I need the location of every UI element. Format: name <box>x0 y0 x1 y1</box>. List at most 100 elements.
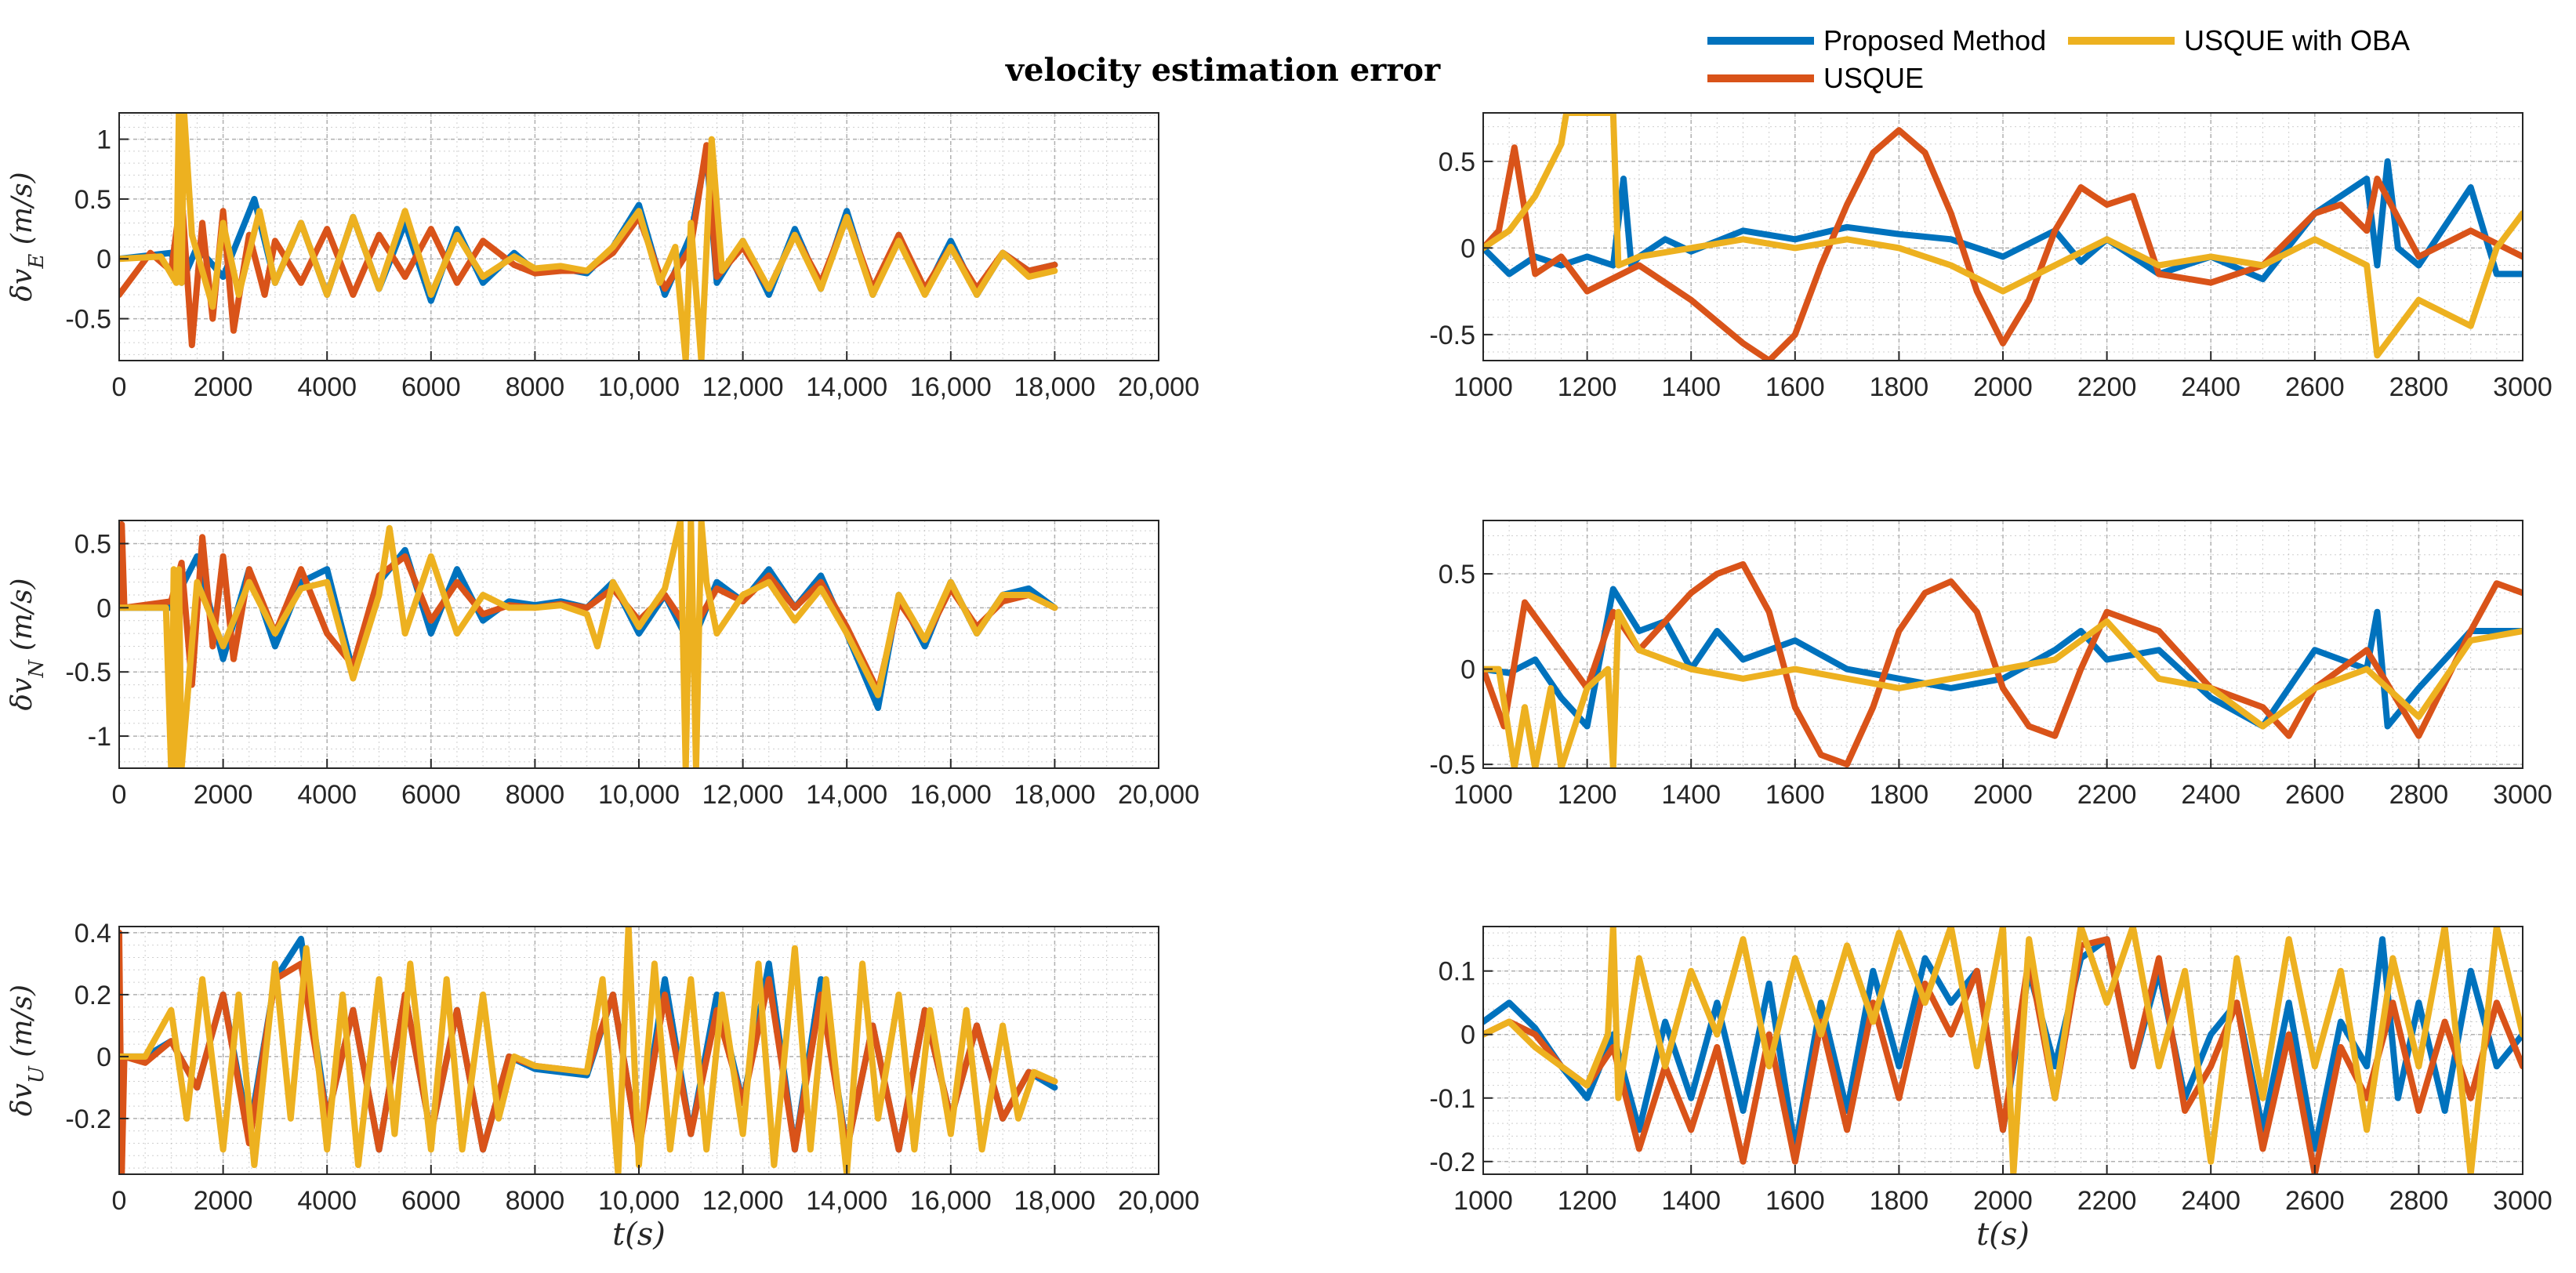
x-tick-label: 0 <box>112 372 127 402</box>
x-tick-label: 6000 <box>401 372 461 402</box>
x-tick-label: 14,000 <box>806 372 887 402</box>
y-tick-label: 0.2 <box>74 981 111 1010</box>
x-tick-label: 10,000 <box>598 780 680 810</box>
x-tick-label: 18,000 <box>1014 372 1095 402</box>
y-tick-label: 0 <box>1460 1021 1475 1050</box>
x-tick-label: 20,000 <box>1118 1186 1199 1216</box>
y-tick-label: 0 <box>1460 655 1475 685</box>
x-tick-label: 2000 <box>194 780 253 810</box>
chart-ve_zoom: 1000 1200 1400 1600 1800 2000 2200 2400 2600 2800… <box>1429 112 2552 402</box>
x-tick-label: 6000 <box>401 780 461 810</box>
x-tick-label: 8000 <box>506 372 565 402</box>
x-tick-label: 2000 <box>194 372 253 402</box>
x-tick-label: 8000 <box>506 780 565 810</box>
series-usque <box>1483 127 2523 361</box>
x-tick-label: 2600 <box>2285 1186 2345 1216</box>
y-tick-label: 0.1 <box>1439 957 1475 987</box>
x-axis-label: t(s) <box>612 1217 666 1253</box>
y-tick-label: -0.5 <box>65 305 111 335</box>
chart-vn_full: 0 2000 4000 6000 8000 10,000 12,000 14,000 16,00… <box>6 520 1199 810</box>
x-tick-label: 2800 <box>2389 372 2449 402</box>
y-tick-label: 0.4 <box>74 919 111 948</box>
x-tick-label: 2800 <box>2389 1186 2449 1216</box>
x-tick-label: 18,000 <box>1014 780 1095 810</box>
x-tick-label: 1200 <box>1558 1186 1617 1216</box>
x-tick-label: 2200 <box>2077 1186 2137 1216</box>
y-tick-label: -0.2 <box>1429 1148 1475 1177</box>
y-tick-label: -0.5 <box>1429 321 1475 350</box>
y-axis-label: δvU (m/s) <box>6 985 49 1116</box>
x-tick-label: 10,000 <box>598 372 680 402</box>
x-tick-label: 10,000 <box>598 1186 680 1216</box>
legend: Proposed Method USQUE with OBA USQUE <box>1707 24 2410 94</box>
y-tick-label: 0 <box>96 1043 111 1072</box>
x-tick-label: 8000 <box>506 1186 565 1216</box>
series-oba <box>1483 927 2523 1174</box>
x-tick-label: 2400 <box>2181 1186 2240 1216</box>
x-axis-label: t(s) <box>1976 1217 2030 1253</box>
x-tick-label: 20,000 <box>1118 780 1199 810</box>
x-tick-label: 2600 <box>2285 780 2345 810</box>
y-tick-label: 0.5 <box>1439 147 1475 177</box>
x-tick-label: 2400 <box>2181 372 2240 402</box>
x-tick-label: 12,000 <box>702 1186 784 1216</box>
x-tick-label: 2400 <box>2181 780 2240 810</box>
y-axis-label: δvE (m/s) <box>6 172 49 301</box>
legend-item-proposed: Proposed Method <box>1707 24 2046 56</box>
figure-title: velocity estimation error <box>1005 52 1441 89</box>
series-usque <box>1483 936 2523 1174</box>
x-tick-label: 20,000 <box>1118 372 1199 402</box>
x-tick-label: 12,000 <box>702 372 784 402</box>
x-tick-label: 3000 <box>2493 780 2552 810</box>
legend-item-oba: USQUE with OBA <box>2068 24 2410 56</box>
y-axis-label: δvN (m/s) <box>6 578 49 710</box>
y-tick-label: 0.5 <box>1439 560 1475 589</box>
x-tick-label: 4000 <box>297 372 357 402</box>
y-tick-label: -0.5 <box>65 658 111 687</box>
x-tick-label: 1600 <box>1765 372 1825 402</box>
y-tick-label: 0.5 <box>74 185 111 215</box>
x-tick-label: 1200 <box>1558 780 1617 810</box>
x-tick-label: 16,000 <box>910 1186 992 1216</box>
x-tick-label: 1000 <box>1453 372 1513 402</box>
legend-label: Proposed Method <box>1823 24 2046 56</box>
x-tick-label: 1000 <box>1453 1186 1513 1216</box>
y-tick-label: 0 <box>96 245 111 274</box>
x-tick-label: 1400 <box>1661 1186 1721 1216</box>
x-tick-label: 6000 <box>401 1186 461 1216</box>
chart-ve_full: 0 2000 4000 6000 8000 10,000 12,000 14,000 16,00… <box>6 112 1199 402</box>
x-tick-label: 2200 <box>2077 780 2137 810</box>
x-tick-label: 1400 <box>1661 780 1721 810</box>
x-tick-label: 2000 <box>1973 372 2033 402</box>
x-tick-label: 3000 <box>2493 1186 2552 1216</box>
x-tick-label: 2000 <box>194 1186 253 1216</box>
y-tick-label: -0.2 <box>65 1104 111 1134</box>
x-tick-label: 1800 <box>1870 780 1929 810</box>
x-tick-label: 14,000 <box>806 1186 887 1216</box>
y-tick-label: 0 <box>1460 234 1475 263</box>
y-tick-label: 1 <box>96 125 111 155</box>
legend-label: USQUE <box>1823 62 1924 94</box>
x-tick-label: 1800 <box>1870 1186 1929 1216</box>
chart-vu_zoom: 1000 1200 1400 1600 1800 2000 2200 2400 2600 2800… <box>1429 926 2552 1253</box>
legend-item-usque: USQUE <box>1707 62 1924 94</box>
series-oba <box>119 520 1058 768</box>
x-tick-label: 2200 <box>2077 372 2137 402</box>
x-tick-label: 1200 <box>1558 372 1617 402</box>
series-oba <box>119 113 1058 361</box>
series-oba <box>1483 113 2523 359</box>
series-oba <box>1483 608 2523 768</box>
x-tick-label: 3000 <box>2493 372 2552 402</box>
x-tick-label: 0 <box>112 780 127 810</box>
x-tick-label: 14,000 <box>806 780 887 810</box>
x-tick-label: 0 <box>112 1186 127 1216</box>
y-tick-label: 0 <box>96 593 111 623</box>
x-tick-label: 2000 <box>1973 780 2033 810</box>
chart-vn_zoom: 1000 1200 1400 1600 1800 2000 2200 2400 2600 2800… <box>1429 520 2552 810</box>
y-tick-label: -1 <box>88 722 111 752</box>
y-tick-label: 0.5 <box>74 529 111 559</box>
x-tick-label: 12,000 <box>702 780 784 810</box>
y-tick-label: -0.1 <box>1429 1084 1475 1114</box>
x-tick-label: 2800 <box>2389 780 2449 810</box>
